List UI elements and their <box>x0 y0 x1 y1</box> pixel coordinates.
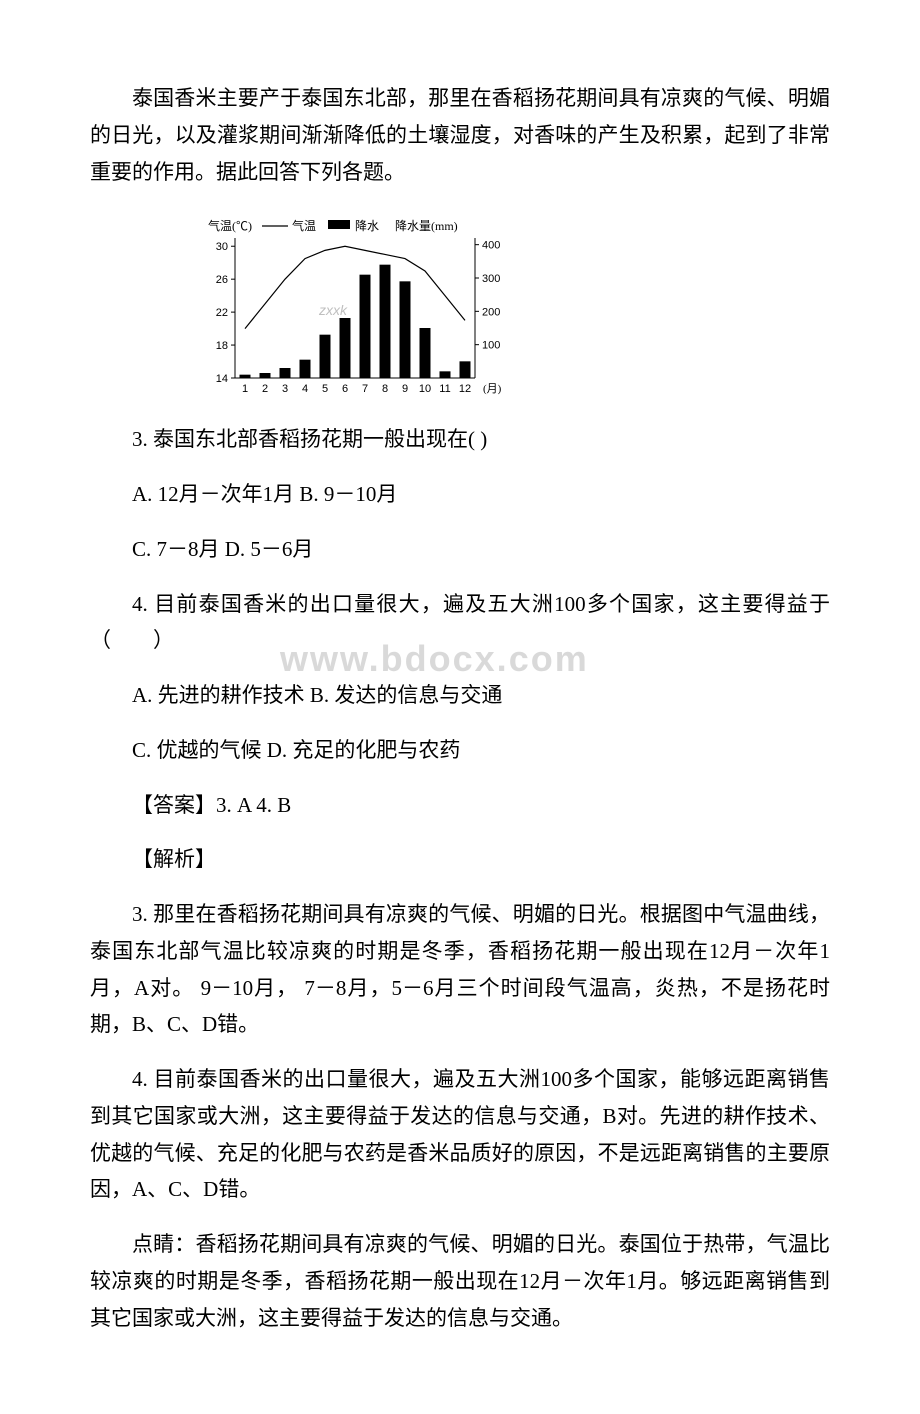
analysis-label: 【解析】 <box>90 841 830 878</box>
intro-para: 泰国香米主要产于泰国东北部，那里在香稻扬花期间具有凉爽的气候、明媚的日光，以及灌… <box>90 80 830 190</box>
svg-text:400: 400 <box>482 240 500 252</box>
svg-text:5: 5 <box>322 383 328 395</box>
svg-text:9: 9 <box>402 383 408 395</box>
svg-text:200: 200 <box>482 307 500 319</box>
svg-text:14: 14 <box>216 373 228 385</box>
svg-text:11: 11 <box>439 383 450 395</box>
svg-text:1: 1 <box>242 383 248 395</box>
svg-text:6: 6 <box>342 383 348 395</box>
svg-text:26: 26 <box>216 274 228 286</box>
svg-text:7: 7 <box>362 383 368 395</box>
q3-options-ab: A. 12月－次年1月 B. 9－10月 <box>90 476 830 513</box>
svg-text:3: 3 <box>282 383 288 395</box>
analysis-4: 4. 目前泰国香米的出口量很大，遍及五大洲100多个国家，能够远距离销售到其它国… <box>90 1061 830 1208</box>
q4-stem: 4. 目前泰国香米的出口量很大，遍及五大洲100多个国家，这主要得益于（ ） <box>90 586 830 660</box>
q4-options-ab: A. 先进的耕作技术 B. 发达的信息与交通 <box>90 677 830 714</box>
svg-text:8: 8 <box>382 383 388 395</box>
tip: 点睛：香稻扬花期间具有凉爽的气候、明媚的日光。泰国位于热带，气温比较凉爽的时期是… <box>90 1226 830 1336</box>
svg-text:4: 4 <box>302 383 308 395</box>
q4-options-cd: C. 优越的气候 D. 充足的化肥与农药 <box>90 732 830 769</box>
q3-stem: 3. 泰国东北部香稻扬花期一般出现在( ) <box>90 421 830 458</box>
q3-options-cd: C. 7－8月 D. 5－6月 <box>90 531 830 568</box>
svg-text:18: 18 <box>216 340 228 352</box>
svg-text:降水: 降水 <box>355 219 379 233</box>
answer: 【答案】3. A 4. B <box>90 787 830 824</box>
svg-text:12: 12 <box>459 383 471 395</box>
analysis-3: 3. 那里在香稻扬花期间具有凉爽的气候、明媚的日光。根据图中气温曲线，泰国东北部… <box>90 896 830 1043</box>
svg-text:300: 300 <box>482 273 500 285</box>
climate-chart: 气温(℃)气温降水降水量(mm)1418222630100200300400zx… <box>180 208 520 403</box>
svg-text:zxxk: zxxk <box>318 302 348 318</box>
svg-text:气温(℃): 气温(℃) <box>208 218 252 233</box>
svg-text:30: 30 <box>216 241 228 253</box>
svg-text:2: 2 <box>262 383 268 395</box>
chart-svg: 气温(℃)气温降水降水量(mm)1418222630100200300400zx… <box>180 208 520 403</box>
svg-text:(月): (月) <box>483 383 502 395</box>
svg-text:降水量(mm): 降水量(mm) <box>395 219 458 233</box>
svg-text:10: 10 <box>419 383 431 395</box>
svg-text:100: 100 <box>482 340 500 352</box>
svg-text:气温: 气温 <box>292 218 316 233</box>
svg-text:22: 22 <box>216 307 228 319</box>
